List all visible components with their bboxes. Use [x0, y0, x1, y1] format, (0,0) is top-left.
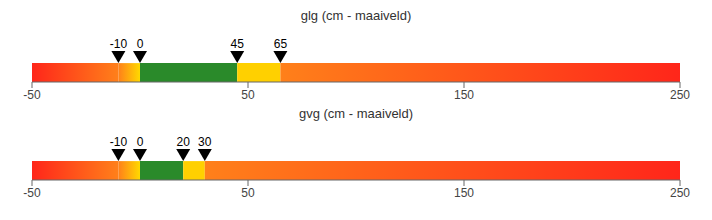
svg-text:45: 45: [231, 37, 245, 51]
svg-text:0: 0: [137, 37, 144, 51]
html-text:glg (cm - maaiveld): glg (cm - maaiveld): [300, 8, 412, 23]
svg-text:50: 50: [241, 186, 255, 200]
svg-text:250: 250: [670, 88, 690, 102]
svg-text:0: 0: [137, 135, 144, 149]
svg-text:150: 150: [454, 88, 474, 102]
svg-text:250: 250: [670, 186, 690, 200]
svg-text:65: 65: [274, 37, 288, 51]
svg-text:-50: -50: [23, 186, 41, 200]
svg-text:20: 20: [177, 135, 191, 149]
svg-text:-10: -10: [110, 135, 128, 149]
svg-text:-10: -10: [110, 37, 128, 51]
svg-text:30: 30: [198, 135, 212, 149]
svg-text:-50: -50: [23, 88, 41, 102]
svg-text:50: 50: [241, 88, 255, 102]
svg-text:150: 150: [454, 186, 474, 200]
html-text:gvg (cm - maaiveld): gvg (cm - maaiveld): [298, 106, 414, 121]
